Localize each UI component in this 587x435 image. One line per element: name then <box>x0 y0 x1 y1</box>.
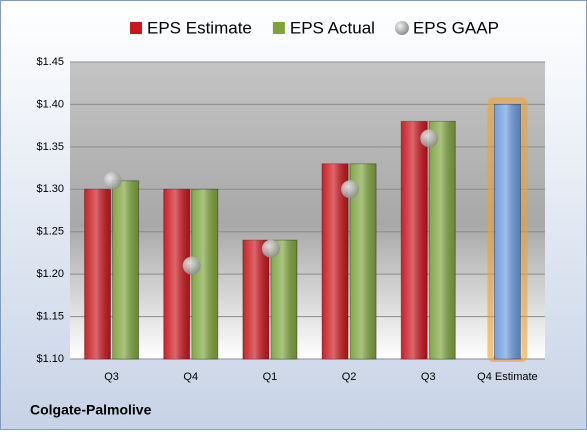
gaap-marker <box>341 180 360 199</box>
bar-shine <box>494 104 521 359</box>
plot-area <box>70 62 545 359</box>
y-tick-label: $1.10 <box>36 353 64 365</box>
y-tick-label: $1.20 <box>36 268 64 280</box>
y-tick-label: $1.30 <box>36 183 64 195</box>
x-tick-label: Q4 Estimate <box>477 371 538 383</box>
gaap-marker <box>261 239 280 258</box>
legend-swatch <box>394 21 409 35</box>
legend-label: EPS GAAP <box>413 18 499 37</box>
bar-shine <box>429 121 456 360</box>
legend-swatch <box>130 22 142 34</box>
bar-shine <box>322 163 349 359</box>
y-tick-label: $1.45 <box>36 56 64 68</box>
footer: Colgate-Palmolive <box>30 402 152 418</box>
gaap-marker <box>420 129 439 148</box>
x-tick-label: Q3 <box>104 371 119 383</box>
bar-shine <box>270 240 297 359</box>
bar-shine <box>84 189 111 359</box>
legend-label: EPS Estimate <box>147 18 252 37</box>
x-tick-label: Q4 <box>183 371 198 383</box>
legend-label: EPS Actual <box>290 18 375 37</box>
bar-shine <box>191 189 218 359</box>
y-tick-label: $1.25 <box>36 226 64 238</box>
gaap-marker <box>103 171 122 190</box>
gaap-marker <box>182 256 201 275</box>
y-tick-label: $1.35 <box>36 141 64 153</box>
bar-shine <box>401 121 428 360</box>
bar-shine <box>242 240 269 359</box>
y-tick-label: $1.40 <box>36 98 64 110</box>
x-tick-label: Q3 <box>421 371 436 383</box>
bar-shine <box>163 189 190 359</box>
bar-shine <box>112 180 139 359</box>
y-tick-label: $1.15 <box>36 310 64 322</box>
x-tick-label: Q2 <box>342 371 357 383</box>
legend-swatch <box>272 22 285 34</box>
x-tick-label: Q1 <box>263 371 278 383</box>
